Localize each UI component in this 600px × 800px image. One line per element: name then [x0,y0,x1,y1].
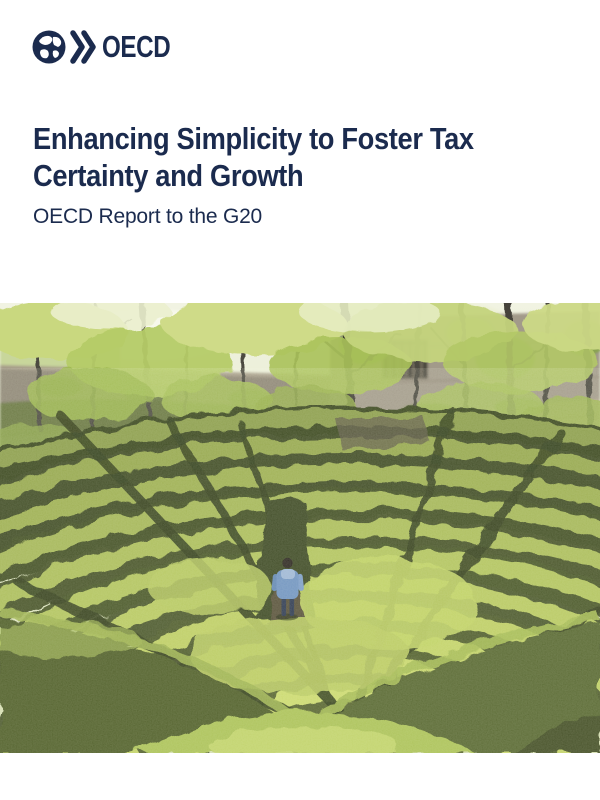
page-title: Enhancing Simplicity to Foster Tax Certai… [33,120,579,194]
hedge-maze-illustration [0,303,600,753]
oecd-logo: OECD [31,28,190,66]
oecd-logo-text: OECD [102,29,171,64]
page-title-line1: Enhancing Simplicity to Foster Tax [33,121,474,156]
cover-photo-hedge-maze [0,303,600,753]
oecd-globe-icon [32,30,96,64]
oecd-chevrons-icon [70,30,96,64]
photo-grain-texture [0,403,600,753]
page-subtitle: OECD Report to the G20 [33,205,263,228]
page-title-line2: Certainty and Growth [33,158,304,193]
